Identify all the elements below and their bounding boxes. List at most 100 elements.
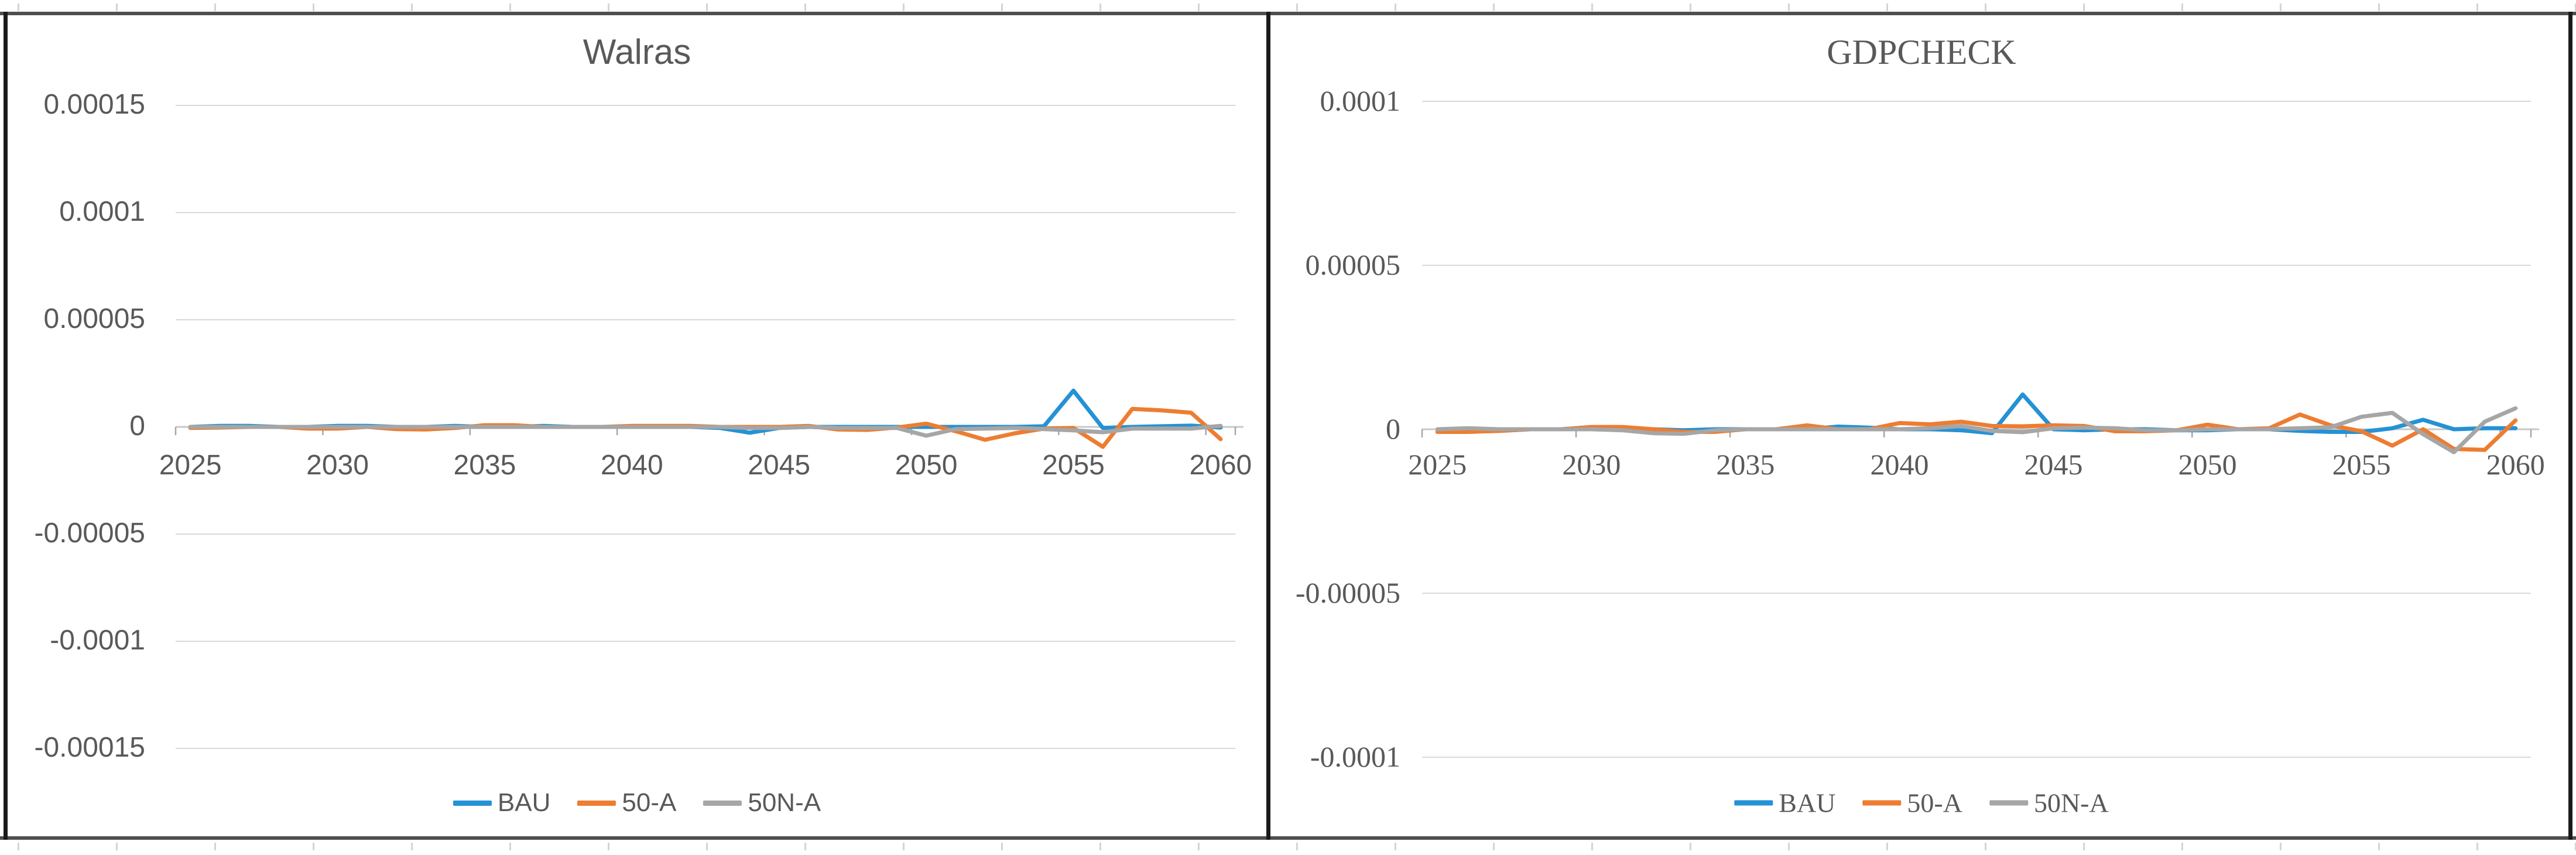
outer-tick-mark (214, 4, 216, 11)
outer-tick-mark (411, 843, 413, 850)
x-tick-label: 2060 (2486, 448, 2545, 481)
x-tick-label: 2060 (1189, 450, 1252, 481)
outer-tick-mark (1395, 843, 1396, 850)
legend-label: 50-A (1907, 788, 1962, 818)
series-line-50n-a (188, 423, 1223, 438)
outer-tick-mark (903, 843, 905, 850)
outer-tick-mark (804, 843, 806, 850)
x-tick-label: 2040 (1870, 448, 1929, 481)
y-tick-label: 0.00015 (43, 89, 145, 121)
series-line-50n-a (1435, 406, 2518, 454)
series-line-50-a (188, 406, 1223, 449)
legend-item-50-a: 50-A (577, 788, 676, 818)
outer-tick-mark (313, 4, 314, 11)
outer-tick-mark (903, 4, 905, 11)
outer-tick-mark (2083, 4, 2085, 11)
outer-tick-mark (2378, 843, 2380, 850)
frame-border-top (0, 12, 2576, 15)
outer-tick-mark (313, 843, 314, 850)
outer-tick-mark (509, 4, 511, 11)
outer-tick-mark (1198, 4, 1200, 11)
y-tick-label: -0.00005 (34, 518, 146, 549)
chart-title-gdpcheck: GDPCHECK (1827, 33, 2016, 71)
outer-tick-mark (1886, 843, 1888, 850)
legend-label: BAU (1779, 788, 1836, 818)
y-tick-label: 0.0001 (1320, 84, 1401, 117)
outer-tick-mark (116, 843, 118, 850)
x-tick-label: 2050 (895, 450, 958, 481)
x-tick-label: 2055 (1042, 450, 1105, 481)
legend-swatch (577, 800, 616, 806)
outer-tick-mark (1001, 843, 1003, 850)
outer-tick-mark (2575, 4, 2576, 11)
outer-tick-mark (1690, 843, 1691, 850)
outer-tick-mark (116, 4, 118, 11)
x-tick-label: 2025 (1408, 448, 1467, 481)
outer-tick-mark (608, 4, 609, 11)
x-tick-label: 2030 (1562, 448, 1621, 481)
outer-tick-mark (1198, 843, 1200, 850)
outer-tick-mark (2476, 4, 2478, 11)
legend-swatch (1734, 800, 1773, 806)
outer-tick-mark (411, 4, 413, 11)
outer-tick-mark (509, 843, 511, 850)
legend-swatch (1989, 800, 2028, 806)
series-line-bau (1435, 392, 2518, 436)
frame-border-middle (1266, 12, 1270, 840)
x-tick-label: 2040 (600, 450, 663, 481)
outer-tick-mark (2083, 843, 2085, 850)
outer-tick-mark (1493, 4, 1495, 11)
outer-tick-mark (1296, 4, 1298, 11)
legend-swatch (453, 800, 492, 806)
outer-tick-mark (1985, 843, 1986, 850)
legend-swatch (703, 800, 742, 806)
legend-item-50-a: 50-A (1862, 788, 1962, 819)
outer-tick-mark (1788, 843, 1790, 850)
series-line-50-a (1435, 412, 2518, 452)
outer-tick-mark (1591, 4, 1593, 11)
outer-tick-mark (214, 843, 216, 850)
outer-tick-mark (804, 4, 806, 11)
outer-tick-mark (1099, 843, 1101, 850)
outer-tick-mark (1395, 4, 1396, 11)
gdpcheck-legend: BAU 50-A 50N-A (1734, 788, 2109, 819)
x-tick-label: 2045 (748, 450, 811, 481)
outer-tick-mark (18, 4, 19, 11)
outer-tick-mark (1886, 4, 1888, 11)
outer-tick-mark (706, 4, 708, 11)
chart-title-walras: Walras (583, 32, 691, 71)
y-tick-label: -0.00015 (34, 732, 146, 764)
outer-tick-mark (2181, 4, 2183, 11)
outer-tick-mark (18, 843, 19, 850)
outer-tick-mark (2280, 4, 2282, 11)
outer-tick-mark (2280, 843, 2282, 850)
y-tick-label: -0.0001 (1310, 740, 1400, 773)
outer-tick-mark (2575, 843, 2576, 850)
x-tick-label: 2035 (453, 450, 516, 481)
outer-tick-mark (2181, 843, 2183, 850)
frame-border-right (2568, 12, 2572, 840)
x-tick-label: 2050 (2178, 448, 2237, 481)
outer-tick-mark (2378, 4, 2380, 11)
outer-tick-mark (608, 843, 609, 850)
y-tick-label: 0 (1386, 412, 1400, 445)
x-tick-label: 2025 (159, 450, 222, 481)
legend-swatch (1862, 800, 1902, 806)
outer-tick-mark (706, 843, 708, 850)
outer-tick-mark (1296, 843, 1298, 850)
y-tick-label: 0.0001 (59, 196, 145, 228)
legend-label: 50-A (622, 788, 677, 817)
y-tick-label: -0.00005 (1295, 576, 1400, 609)
legend-item-50n-a: 50N-A (703, 788, 821, 818)
frame-border-bottom (0, 836, 2576, 840)
y-tick-label: 0.00005 (1305, 248, 1401, 281)
x-tick-label: 2035 (1716, 448, 1775, 481)
outer-tick-mark (1788, 4, 1790, 11)
series-line-bau (188, 388, 1223, 435)
outer-tick-mark (1493, 843, 1495, 850)
legend-item-bau: BAU (1734, 788, 1835, 819)
outer-tick-mark (1985, 4, 1986, 11)
y-tick-label: -0.0001 (50, 625, 145, 656)
y-tick-label: 0 (129, 411, 145, 442)
